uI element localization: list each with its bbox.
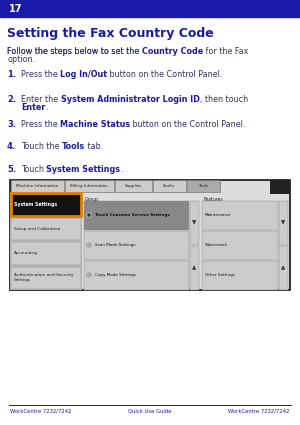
Text: 3.: 3. [7,120,16,129]
Bar [0,0,300,17]
Text: Touch: Touch [21,165,46,174]
Text: Follow the steps below to set the: Follow the steps below to set the [7,47,142,56]
Text: ▼: ▼ [192,220,197,225]
Bar [84,201,189,230]
Bar [84,261,189,289]
Bar [202,201,278,230]
Bar [279,246,288,289]
Text: option.: option. [7,55,35,64]
Text: Setting the Fax Country Code: Setting the Fax Country Code [7,27,214,40]
Text: ▼: ▼ [281,220,286,225]
Bar [11,218,81,240]
Text: System Administrator Login ID: System Administrator Login ID [61,95,200,104]
Bar [11,180,64,192]
Circle shape [87,213,91,217]
Text: 4.: 4. [7,142,16,151]
Text: WorkCentre 7232/7242: WorkCentre 7232/7242 [229,408,290,414]
Text: Billing Information: Billing Information [70,184,108,188]
Text: Copy Mode Settings: Copy Mode Settings [95,273,136,277]
Text: Machine Information: Machine Information [16,184,58,188]
Text: tab.: tab. [85,142,103,151]
Text: Setup and Calibration: Setup and Calibration [14,227,60,231]
Circle shape [88,274,90,276]
Bar [115,180,152,192]
Text: .: . [120,165,123,174]
Bar [64,180,113,192]
Text: ▲: ▲ [281,265,286,270]
Text: 1.: 1. [7,70,16,79]
Bar [187,180,220,192]
Text: Accounting: Accounting [14,251,38,255]
Circle shape [87,273,91,277]
Circle shape [88,244,90,246]
Text: Log In/Out: Log In/Out [60,70,107,79]
Text: Tools: Tools [198,184,208,188]
Bar [84,230,189,260]
Text: System Settings: System Settings [46,165,120,174]
Text: Quick Use Guide: Quick Use Guide [128,408,172,414]
Text: Authentication and Security
Settings: Authentication and Security Settings [14,273,74,282]
Circle shape [87,243,91,247]
Bar [11,242,81,264]
Text: Features: Features [203,197,223,202]
Text: Faults: Faults [163,184,175,188]
Text: Machine Status: Machine Status [60,120,130,129]
Bar [190,246,199,289]
Bar [279,201,288,244]
Text: Supplies: Supplies [124,184,142,188]
Text: Enter the: Enter the [21,95,61,104]
Text: for the Fax: for the Fax [203,47,248,56]
Circle shape [88,214,90,216]
Text: 2.: 2. [7,95,16,104]
Text: Follow the steps below to set the: Follow the steps below to set the [7,47,142,56]
Bar [152,180,185,192]
Bar [202,230,278,260]
Text: Country Code: Country Code [142,47,203,56]
Text: Scan Mode Settings: Scan Mode Settings [95,243,136,247]
Bar [190,201,199,244]
Bar [11,193,81,215]
Text: Touch Common Service Settings: Touch Common Service Settings [95,213,170,217]
Bar [202,261,278,289]
Text: .: . [45,103,48,112]
Text: 17: 17 [9,3,22,14]
Text: WorkCentre 7232/7242: WorkCentre 7232/7242 [10,408,71,414]
Text: Follow the steps below to set the                                for the Fax: Follow the steps below to set the for th… [7,47,262,56]
Text: System Settings: System Settings [14,202,57,207]
Text: button on the Control Panel.: button on the Control Panel. [130,120,246,129]
Text: Other Settings: Other Settings [205,273,235,277]
Text: Tools: Tools [62,142,85,151]
Text: Watermark: Watermark [205,243,228,247]
Bar [11,266,81,289]
Text: 5.: 5. [7,165,16,174]
Text: Group: Group [85,197,99,202]
Text: button on the Control Panel.: button on the Control Panel. [107,70,223,79]
Text: Enter: Enter [21,103,45,112]
Text: Maintenance: Maintenance [205,213,231,217]
Text: Touch the: Touch the [21,142,62,151]
Bar [10,180,290,290]
Text: ▲: ▲ [192,265,197,270]
Text: , then touch: , then touch [200,95,247,104]
Bar [10,192,82,290]
Text: Press the: Press the [21,120,60,129]
Text: Press the: Press the [21,70,60,79]
Bar [270,180,290,194]
